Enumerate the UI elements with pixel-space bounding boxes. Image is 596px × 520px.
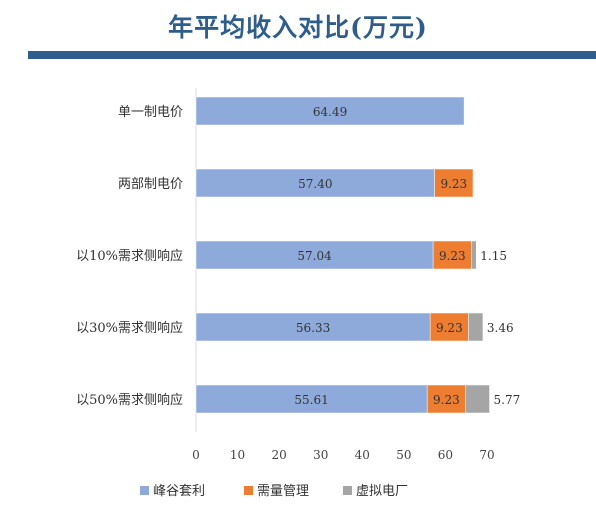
data-label: 57.40	[298, 177, 332, 191]
data-label: 5.77	[494, 393, 521, 407]
category-label: 以50%需求侧响应	[76, 392, 183, 408]
bar-segment	[426, 384, 466, 414]
data-label: 9.23	[440, 177, 467, 191]
title-underline	[28, 51, 596, 59]
bar-segment	[195, 240, 434, 270]
data-label: 9.23	[439, 249, 466, 263]
bar-segment	[434, 168, 474, 198]
data-label: 55.61	[294, 393, 328, 407]
data-label: 9.23	[433, 393, 460, 407]
category-label: 以10%需求侧响应	[76, 248, 183, 264]
x-tick-label: 20	[272, 448, 287, 462]
x-axis-ticks: 0 10 20 30 40 50 60 70	[192, 448, 494, 462]
category-label: 两部制电价	[118, 177, 183, 192]
legend: 峰谷套利 需量管理 虚拟电厂	[140, 483, 408, 499]
legend-swatch	[140, 486, 149, 495]
legend-label: 峰谷套利	[153, 483, 205, 499]
bar-segment	[468, 312, 484, 342]
category-label: 以30%需求侧响应	[76, 320, 183, 336]
legend-swatch	[343, 486, 352, 495]
chart-title: 年平均收入对比(万元)	[168, 13, 428, 42]
labels-group: 单一制电价 64.49 两部制电价 57.40 9.23 以10%需求侧响应 57.04 9.…	[76, 105, 520, 408]
data-label: 56.33	[296, 321, 330, 335]
data-label: 3.46	[487, 321, 514, 335]
x-tick-label: 50	[396, 448, 411, 462]
data-label: 64.49	[313, 105, 347, 119]
bar-segment	[195, 312, 431, 342]
bar-segment	[432, 240, 472, 270]
legend-swatch	[244, 486, 253, 495]
x-tick-label: 0	[192, 448, 200, 462]
bars-group	[195, 96, 490, 414]
data-label: 1.15	[480, 249, 507, 263]
bar-segment	[429, 312, 469, 342]
x-tick-label: 40	[355, 448, 370, 462]
legend-label: 虚拟电厂	[356, 484, 408, 499]
x-tick-label: 60	[438, 448, 453, 462]
data-label: 57.04	[297, 249, 332, 263]
bar-segment	[195, 96, 465, 126]
category-label: 单一制电价	[118, 105, 183, 120]
bar-segment	[465, 384, 490, 414]
bar-segment	[471, 240, 477, 270]
x-tick-label: 30	[313, 448, 328, 462]
legend-label: 需量管理	[257, 484, 309, 499]
bar-segment	[195, 384, 428, 414]
x-tick-label: 70	[479, 448, 494, 462]
bar-segment	[195, 168, 435, 198]
x-tick-label: 10	[230, 448, 245, 462]
data-label: 9.23	[436, 321, 463, 335]
